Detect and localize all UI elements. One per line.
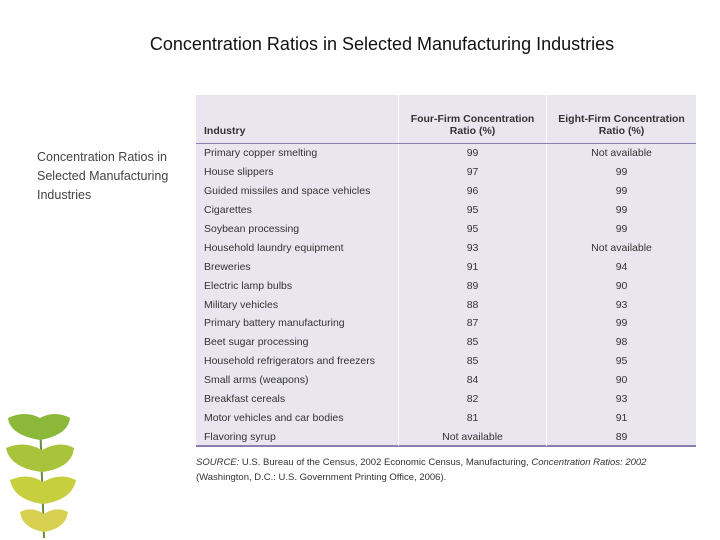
column-header: Eight-Firm Concentration Ratio (%) [546, 95, 696, 144]
table-cell: Not available [546, 238, 696, 258]
table-cell: 91 [397, 257, 547, 277]
leaf [6, 444, 74, 472]
table-cell: 99 [546, 219, 696, 239]
table-cell: 85 [397, 351, 547, 371]
table-cell: Guided missiles and space vehicles [204, 185, 371, 198]
table-cell: 97 [397, 162, 547, 182]
table-cell: 81 [397, 408, 547, 428]
table-cell: Soybean processing [204, 223, 300, 235]
table-cell: 89 [397, 276, 547, 296]
table-cell: Not available [546, 143, 696, 163]
table-cell: Cigarettes [204, 204, 252, 217]
table-cell: 99 [546, 200, 696, 220]
source-text: (Washington, D.C.: U.S. Government Print… [196, 472, 447, 483]
table-cell: 99 [397, 143, 547, 163]
table-cell: 82 [397, 389, 547, 409]
table-cell: Household refrigerators and freezers [204, 355, 376, 368]
column-header: Industry [196, 95, 399, 144]
slide-title: Concentration Ratios in Selected Manufac… [149, 34, 615, 54]
table-cell: Primary battery manufacturing [204, 317, 345, 330]
side-text: Concentration Ratios in Selected Manufac… [37, 150, 169, 202]
table-box: Industry Four-Firm Concentration Ratio (%… [196, 95, 696, 447]
table-cell: 90 [546, 370, 696, 390]
table-row: Cigarettes 95 99 [196, 200, 696, 220]
table-cell: 91 [546, 408, 696, 428]
table-cell: Not available [397, 427, 547, 447]
column-header: Four-Firm Concentration Ratio (%) [397, 95, 547, 144]
table-cell: Military vehicles [204, 298, 279, 311]
table-row: Primary battery manufacturing 87 99 [196, 314, 696, 333]
source-text: SOURCE: [196, 457, 240, 468]
leaf [8, 414, 70, 440]
table: Industry Four-Firm Concentration Ratio (%… [196, 95, 696, 447]
table-cell: 93 [397, 238, 547, 258]
table-cell: 99 [546, 181, 696, 201]
table-row: Breweries 91 94 [196, 257, 696, 277]
table-cell: 87 [397, 314, 547, 333]
table-cell: 94 [546, 257, 696, 277]
header-row: Industry Four-Firm Concentration Ratio (%… [196, 95, 696, 144]
table-row: Primary copper smelting 99 Not available [196, 143, 696, 163]
table-row: Beet sugar processing 85 98 [196, 332, 696, 352]
table-cell: Breakfast cereals [204, 393, 286, 406]
table-cell: 89 [546, 427, 696, 447]
table-cell: 99 [546, 314, 696, 333]
table-row: Military vehicles 88 93 [196, 295, 696, 315]
table-cell: 88 [397, 295, 547, 315]
source-text: Concentration Ratios: 2002 [531, 457, 647, 468]
table-row: Soybean processing 95 99 [196, 219, 696, 239]
table-cell: 95 [397, 200, 547, 220]
source-note: SOURCE: U.S. Bureau of the Census, 2002 … [196, 455, 696, 485]
table-cell: 85 [397, 332, 547, 352]
table-row: Electric lamp bulbs 89 90 [196, 276, 696, 296]
ginkgo-decoration [6, 414, 76, 539]
leaf [10, 476, 76, 504]
table-cell: 84 [397, 370, 547, 390]
table-cell: 93 [546, 389, 696, 409]
table-row: Flavoring syrup Not available 89 [196, 427, 696, 447]
table-cell: House slippers [204, 166, 274, 179]
table-cell: Electric lamp bulbs [204, 279, 293, 292]
table-row: Motor vehicles and car bodies 81 91 [196, 408, 696, 428]
table-row: Household laundry equipment 93 Not availab… [196, 238, 696, 258]
table-row: House slippers 97 99 [196, 162, 696, 182]
table-cell: Small arms (weapons) [204, 374, 309, 387]
table-cell: 93 [546, 295, 696, 315]
table-row: Small arms (weapons) 84 90 [196, 370, 696, 390]
table-row: Household refrigerators and freezers 85 95 [196, 351, 696, 371]
table-cell: 98 [546, 332, 696, 352]
table-cell: 95 [397, 219, 547, 239]
table-body: Primary copper smelting 99 Not available Ho… [196, 143, 696, 447]
table-cell: Motor vehicles and car bodies [204, 411, 344, 424]
leaf [20, 509, 68, 532]
table-cell: Household laundry equipment [204, 241, 344, 254]
table-cell: Flavoring syrup [204, 430, 276, 443]
table-cell: Breweries [204, 260, 251, 273]
table-cell: Beet sugar processing [204, 336, 309, 349]
table-cell: 96 [397, 181, 547, 201]
table-cell: 90 [546, 276, 696, 296]
table-row: Guided missiles and space vehicles 96 99 [196, 181, 696, 201]
table-cell: 99 [546, 162, 696, 182]
table-cell: 95 [546, 351, 696, 371]
source-text: U.S. Bureau of the Census, 2002 Economic… [239, 457, 532, 468]
table-cell: Primary copper smelting [204, 147, 318, 160]
table-row: Breakfast cereals 82 93 [196, 389, 696, 409]
